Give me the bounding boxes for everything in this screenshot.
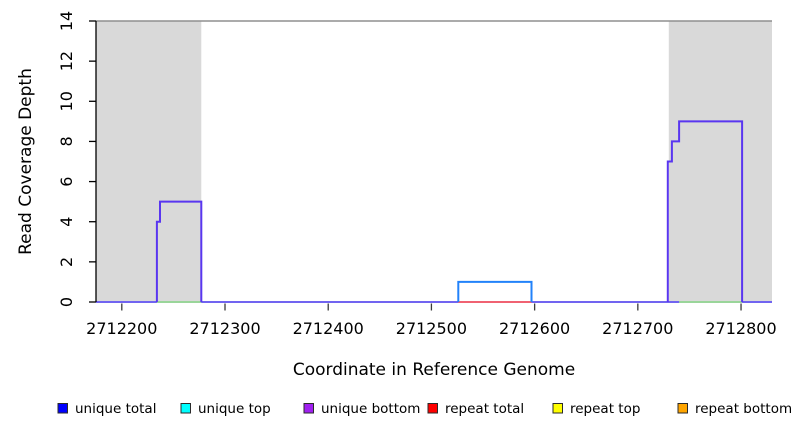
x-tick-label: 2712500 (396, 319, 467, 338)
legend-label-unique-top: unique top (198, 401, 271, 417)
legend-label-repeat-bottom: repeat bottom (695, 401, 792, 417)
x-tick-label: 2712200 (86, 319, 157, 338)
legend-item-unique-top: unique top (180, 401, 271, 417)
y-tick-label: 14 (57, 11, 76, 31)
y-tick-label: 8 (57, 136, 76, 146)
legend-item-unique-total: unique total (57, 401, 156, 417)
y-tick-label: 2 (57, 257, 76, 267)
series-unique-top-coverage-box (457, 280, 533, 302)
x-tick-label: 2712400 (293, 319, 364, 338)
legend-item-unique-bottom: unique bottom (303, 401, 420, 417)
y-tick-label: 10 (57, 91, 76, 111)
legend-label-unique-total: unique total (75, 401, 156, 417)
y-axis-ticks: 0 2 4 6 8 10 12 14 (57, 11, 96, 307)
legend-item-repeat-top: repeat top (552, 401, 640, 417)
y-tick-label: 6 (57, 177, 76, 187)
legend-swatch-repeat-total (427, 403, 438, 414)
x-axis-ticks: 2712200 2712300 2712400 2712500 2712600 27127… (86, 303, 777, 338)
x-tick-label: 2712700 (602, 319, 673, 338)
legend-swatch-repeat-top (552, 403, 563, 414)
legend-swatch-unique-top (180, 403, 191, 414)
legend-item-repeat-bottom: repeat bottom (677, 401, 792, 417)
legend-label-unique-bottom: unique bottom (321, 401, 420, 417)
legend-label-repeat-top: repeat top (570, 401, 640, 417)
x-axis-title: Coordinate in Reference Genome (293, 360, 575, 380)
y-axis-title: Read Coverage Depth (16, 68, 36, 255)
shaded-repeat-region (96, 21, 202, 302)
legend: unique total unique top unique bottom repea… (57, 401, 792, 417)
legend-swatch-unique-bottom (303, 403, 314, 414)
series-unique-coverage-peak-right (666, 120, 744, 302)
shaded-repeat-region (668, 21, 772, 302)
y-tick-label: 4 (57, 217, 76, 227)
x-tick-label: 2712800 (705, 319, 776, 338)
x-tick-label: 2712300 (189, 319, 260, 338)
legend-swatch-repeat-bottom (677, 403, 688, 414)
series-unique-coverage-peak-left (155, 200, 203, 302)
x-tick-label: 2712600 (499, 319, 570, 338)
legend-label-repeat-total: repeat total (445, 401, 524, 417)
y-tick-label: 0 (57, 297, 76, 307)
legend-swatch-unique-total (57, 403, 68, 414)
legend-item-repeat-total: repeat total (427, 401, 524, 417)
y-tick-label: 12 (57, 51, 76, 71)
